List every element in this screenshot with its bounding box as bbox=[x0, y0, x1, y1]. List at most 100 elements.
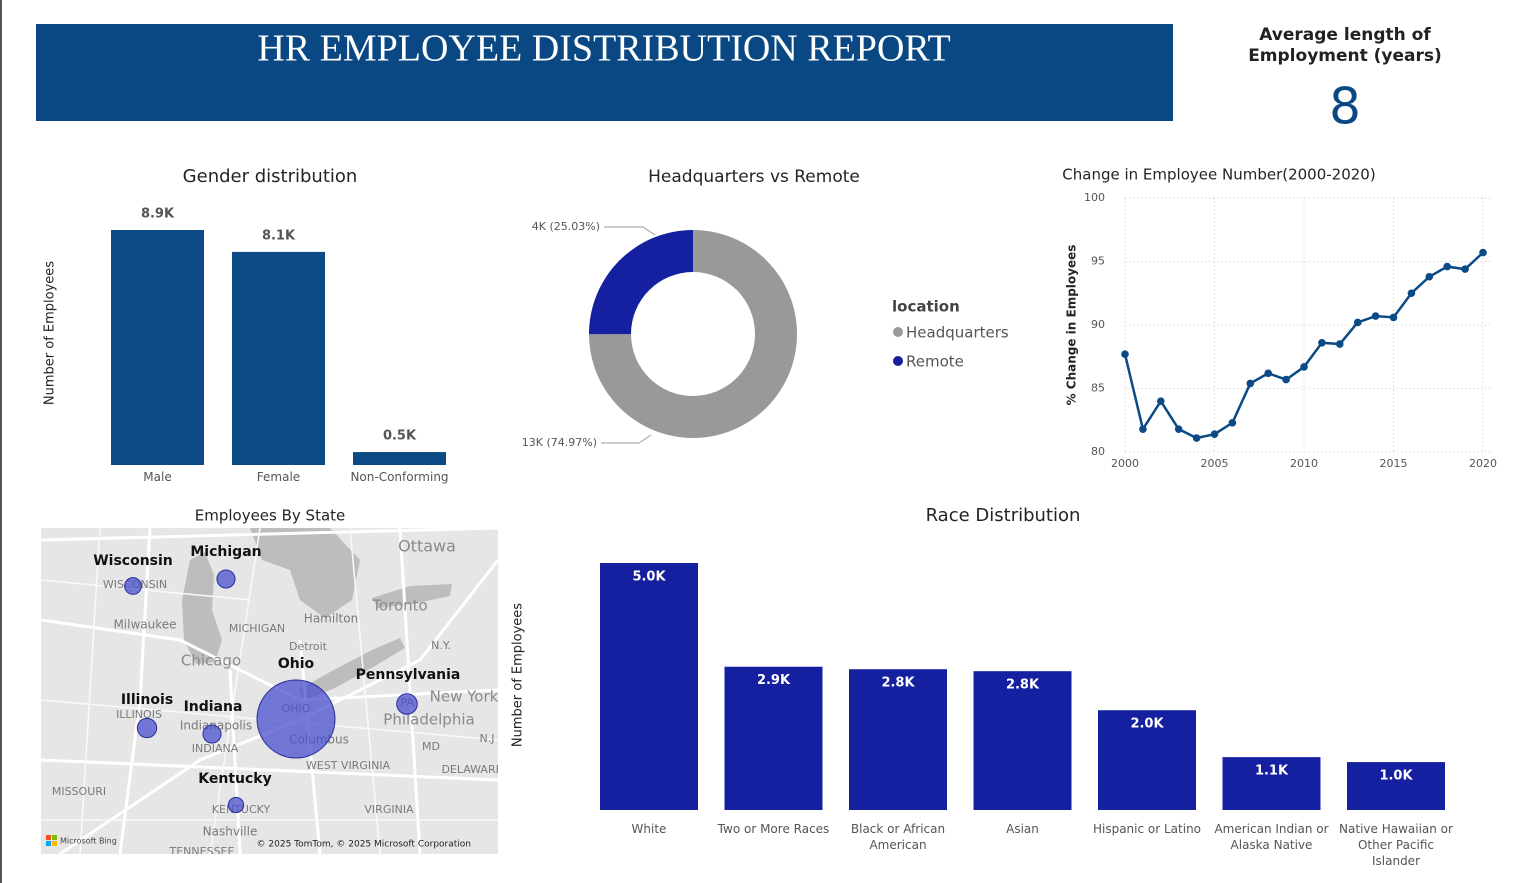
legend-label: Remote bbox=[906, 353, 964, 371]
place-label: Ottawa bbox=[398, 537, 456, 556]
place-label: N.Y. bbox=[431, 639, 451, 652]
donut-slice bbox=[589, 230, 693, 335]
y-axis-title: % Change in Employees bbox=[1065, 245, 1079, 406]
point bbox=[1246, 379, 1255, 388]
point bbox=[1282, 375, 1290, 384]
point bbox=[1157, 397, 1165, 406]
point bbox=[1228, 418, 1237, 427]
map-provider: Microsoft Bing bbox=[60, 837, 117, 846]
chart-title: Headquarters vs Remote bbox=[648, 167, 860, 187]
bar bbox=[111, 230, 204, 465]
place-label: Philadelphia bbox=[383, 711, 474, 729]
place-label: DELAWARE bbox=[441, 763, 502, 776]
point bbox=[1443, 262, 1451, 271]
bubble bbox=[136, 717, 158, 739]
data-label: 1.1K bbox=[1255, 764, 1289, 779]
bar bbox=[232, 251, 325, 465]
bubble bbox=[124, 577, 142, 595]
donut-slice bbox=[589, 230, 797, 438]
place-label: Nashville bbox=[203, 825, 258, 839]
bar bbox=[353, 452, 446, 465]
point bbox=[1479, 248, 1487, 257]
point bbox=[1389, 313, 1398, 322]
state-label: Illinois bbox=[121, 692, 173, 708]
leader-line bbox=[604, 226, 656, 236]
point bbox=[1139, 425, 1147, 433]
y-tick-label: 95 bbox=[1091, 255, 1105, 268]
place-label: VIRGINIA bbox=[364, 803, 414, 816]
y-tick-label: 85 bbox=[1091, 382, 1105, 395]
x-tick-label: 2005 bbox=[1201, 457, 1229, 470]
data-label: 8.1K bbox=[262, 228, 296, 243]
point bbox=[1461, 265, 1469, 273]
bubble bbox=[396, 693, 418, 715]
bar bbox=[1347, 762, 1445, 810]
point bbox=[1371, 312, 1380, 320]
bubble bbox=[256, 679, 336, 759]
bar bbox=[1222, 757, 1321, 810]
state-label: Kentucky bbox=[198, 771, 271, 787]
point bbox=[1336, 340, 1344, 348]
place-label: ILLINOIS bbox=[116, 708, 162, 721]
place-label: WEST VIRGINIA bbox=[306, 759, 391, 772]
lake bbox=[372, 584, 452, 608]
bubble bbox=[227, 796, 245, 814]
data-label: 5.0K bbox=[632, 570, 666, 585]
bing-logo bbox=[52, 841, 57, 846]
y-tick-label: 100 bbox=[1084, 191, 1105, 204]
bar bbox=[600, 563, 698, 810]
bubble bbox=[216, 569, 236, 589]
report-title: HR EMPLOYEE DISTRIBUTION REPORT bbox=[257, 28, 950, 70]
bar bbox=[973, 671, 1072, 810]
y-tick-label: 90 bbox=[1091, 318, 1105, 331]
state-label: Michigan bbox=[190, 544, 261, 560]
x-tick-label: 2000 bbox=[1111, 457, 1139, 470]
lake bbox=[298, 638, 405, 700]
place-label: MICHIGAN bbox=[229, 622, 285, 635]
bubble bbox=[202, 724, 222, 744]
leader-line bbox=[601, 434, 652, 444]
chart-title: Gender distribution bbox=[183, 166, 358, 187]
place-label: Milwaukee bbox=[113, 618, 176, 632]
data-label: 2.9K bbox=[757, 673, 791, 688]
legend-title: location bbox=[892, 298, 960, 316]
point bbox=[1425, 272, 1434, 281]
y-axis-title: Number of Employees bbox=[511, 603, 526, 747]
bar bbox=[849, 669, 947, 810]
point bbox=[1407, 289, 1416, 298]
chart-title: Change in Employee Number(2000-2020) bbox=[1062, 166, 1375, 184]
map-layer: Ottawa Toronto Hamilton Milwaukee MICHIGAN Ch… bbox=[52, 537, 502, 858]
place-label: Toronto bbox=[371, 597, 427, 615]
bing-logo bbox=[46, 841, 51, 846]
point bbox=[1174, 425, 1183, 433]
place-label: Hamilton bbox=[304, 612, 358, 626]
point bbox=[1300, 363, 1308, 371]
lake bbox=[182, 552, 222, 664]
data-label: 0.5K bbox=[383, 429, 417, 444]
legend-swatch bbox=[893, 356, 903, 366]
point bbox=[1264, 369, 1272, 378]
bing-logo bbox=[46, 835, 51, 840]
place-label: Detroit bbox=[289, 640, 328, 653]
y-tick-label: 80 bbox=[1091, 445, 1105, 458]
place-label: TENNESSEE bbox=[169, 845, 235, 858]
point bbox=[1121, 350, 1129, 359]
chart-title: Employees By State bbox=[195, 507, 346, 525]
legend-label: Headquarters bbox=[906, 324, 1009, 342]
bar bbox=[1098, 710, 1196, 810]
data-label: 4K (25.03%) bbox=[532, 220, 600, 233]
kpi-value: 8 bbox=[1329, 78, 1361, 136]
place-label: N.J bbox=[480, 732, 495, 745]
bar bbox=[724, 666, 823, 810]
place-label: MISSOURI bbox=[52, 785, 106, 798]
point bbox=[1318, 338, 1326, 347]
place-label: New York bbox=[430, 688, 499, 706]
state-label: Ohio bbox=[278, 656, 315, 672]
place-label: INDIANA bbox=[192, 742, 239, 755]
state-label: Indiana bbox=[184, 699, 243, 715]
y-axis-title: Number of Employees bbox=[43, 261, 58, 405]
chart-title: Race Distribution bbox=[926, 505, 1081, 526]
x-tick-label: 2015 bbox=[1380, 457, 1408, 470]
state-label: Pennsylvania bbox=[356, 667, 461, 683]
